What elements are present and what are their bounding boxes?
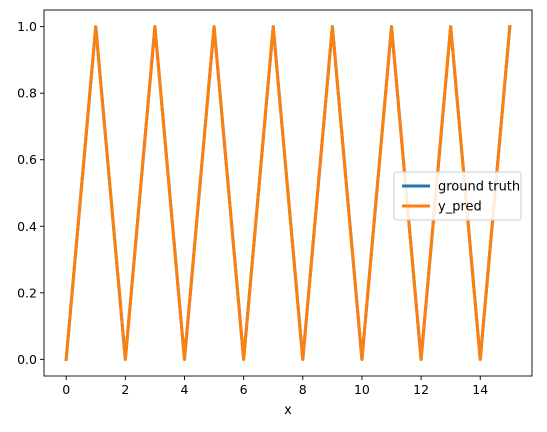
y-tick-label: 0.8 — [17, 86, 37, 101]
y-tick-label: 1.0 — [17, 19, 37, 34]
x-tick-label: 8 — [299, 382, 307, 397]
legend-box — [393, 171, 522, 221]
y-tick-label: 0.6 — [17, 152, 37, 167]
x-tick-label: 12 — [413, 382, 429, 397]
legend: ground truth y_pred — [393, 171, 522, 221]
y-tick-label: 0.0 — [17, 352, 37, 367]
legend-label-y-pred: y_pred — [438, 200, 482, 215]
x-axis-label: x — [284, 403, 292, 418]
x-tick-label: 6 — [240, 382, 248, 397]
x-tick-label: 0 — [62, 382, 70, 397]
x-tick-label: 14 — [472, 382, 488, 397]
legend-label-ground-truth: ground truth — [438, 180, 520, 195]
x-axis: 0 2 4 6 8 10 12 14 — [62, 376, 488, 397]
x-tick-label: 2 — [121, 382, 129, 397]
plot-frame — [43, 9, 533, 377]
y-axis: 0.0 0.2 0.4 0.6 0.8 1.0 — [17, 19, 44, 367]
x-tick-label: 4 — [181, 382, 189, 397]
y-tick-label: 0.4 — [17, 219, 37, 234]
y-tick-label: 0.2 — [17, 285, 37, 300]
x-tick-label: 10 — [354, 382, 370, 397]
